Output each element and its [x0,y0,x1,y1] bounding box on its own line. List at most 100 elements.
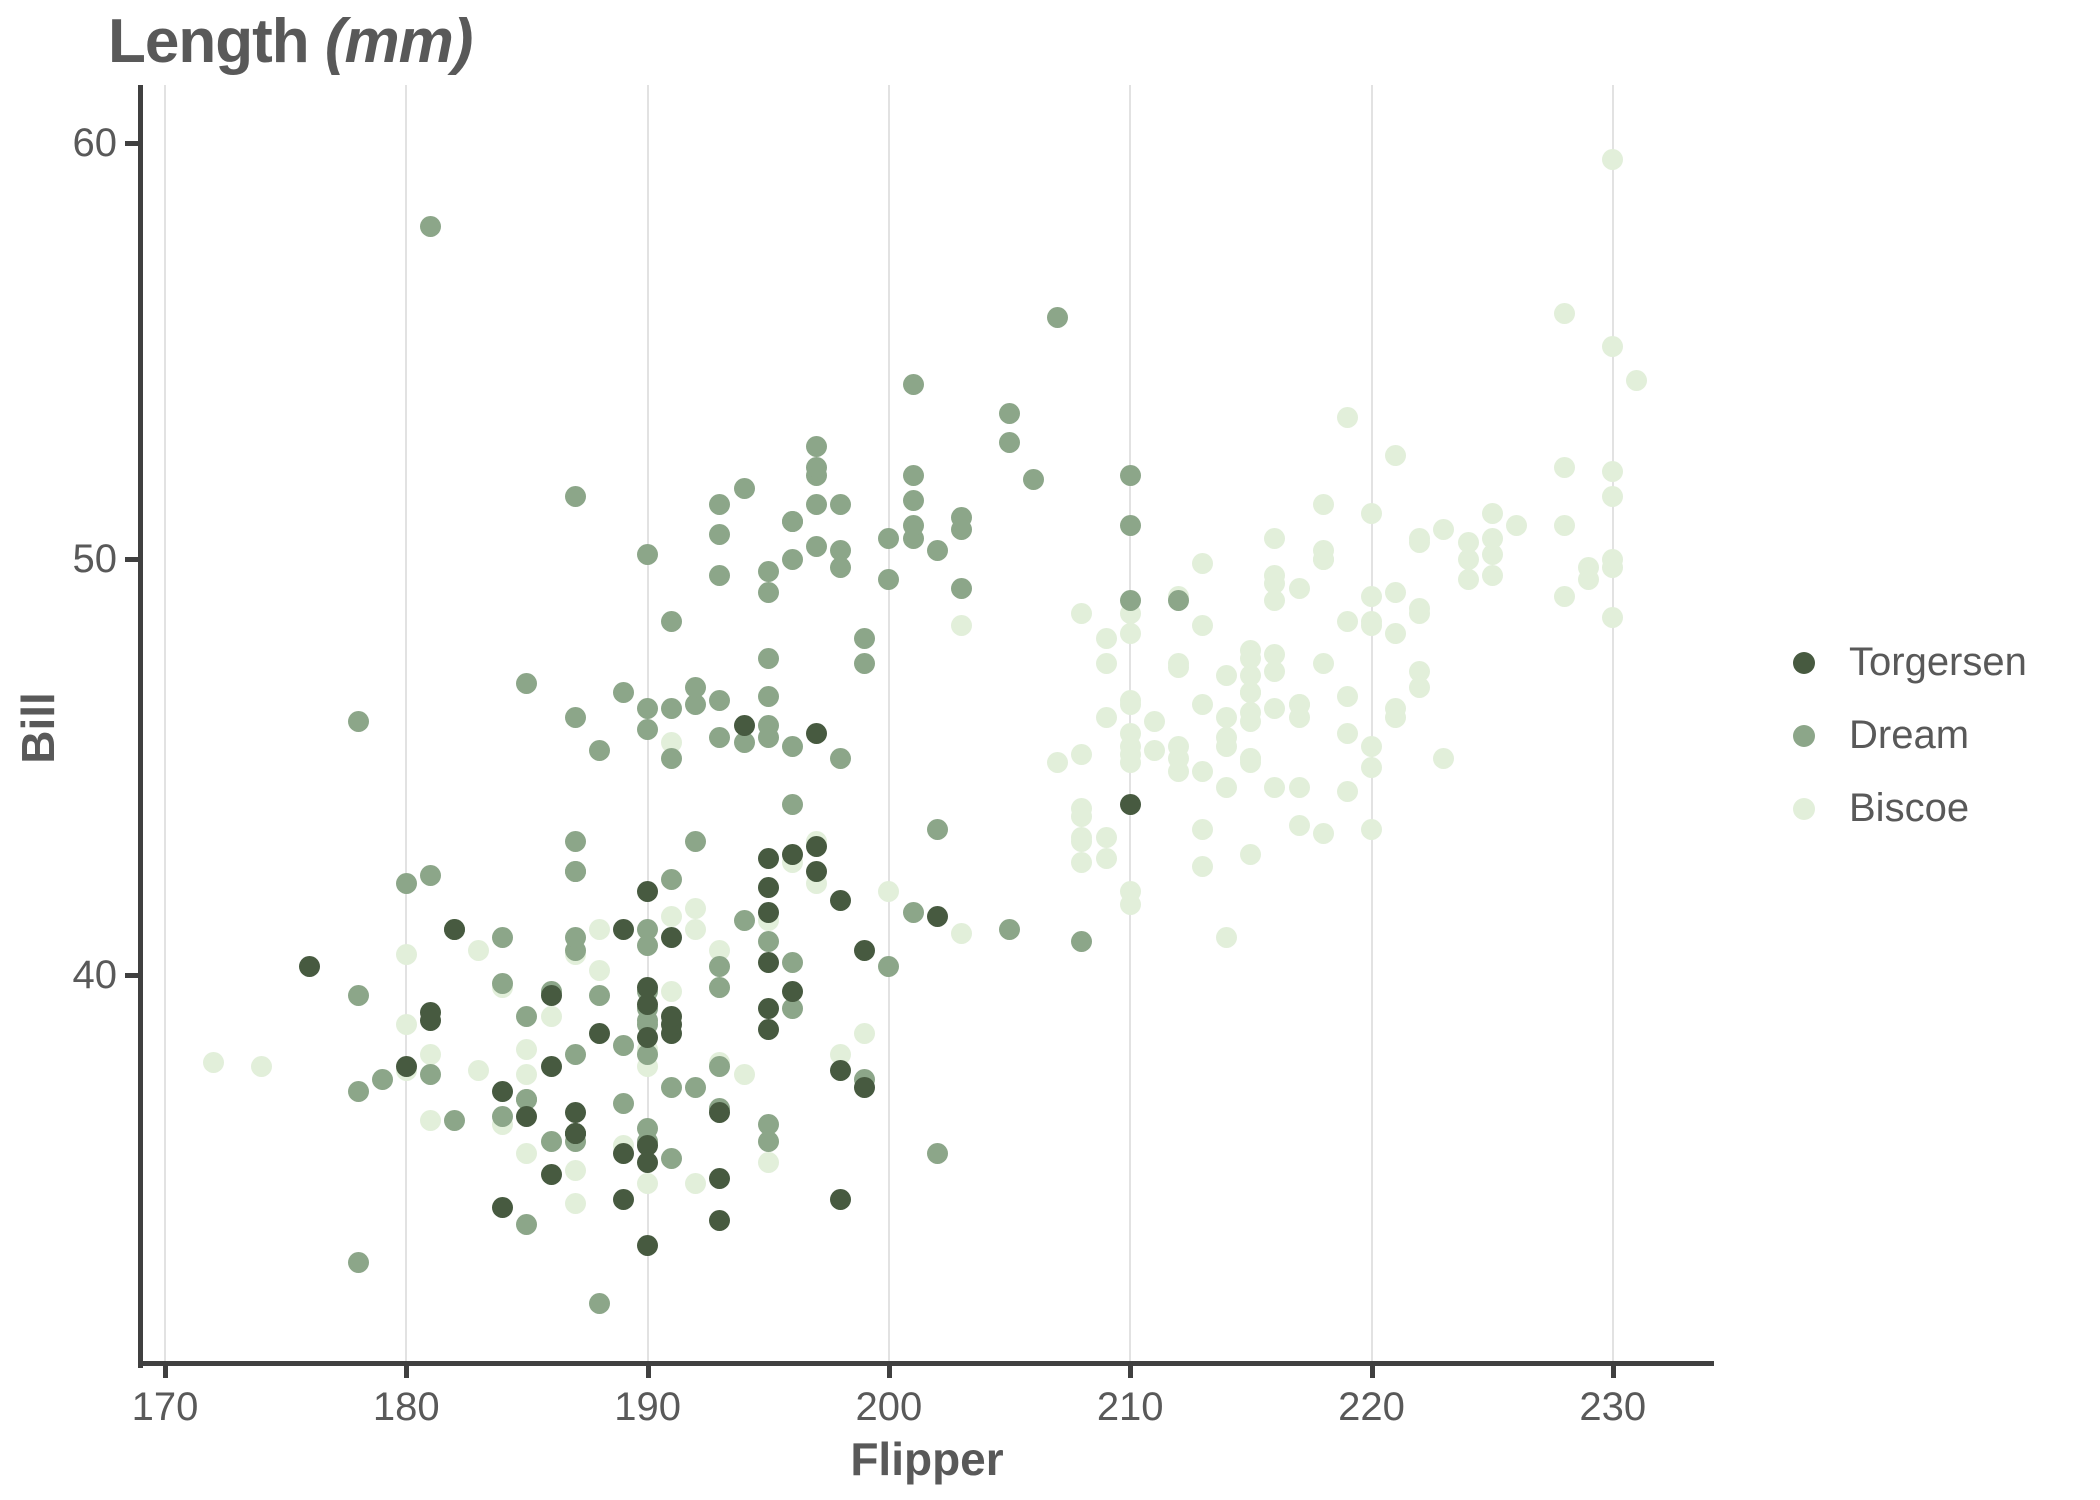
data-point-torgersen [709,1209,731,1231]
data-point-dream [878,527,900,549]
data-point-biscoe [1071,852,1093,874]
data-point-biscoe [1481,527,1503,549]
data-point-biscoe [1602,149,1624,171]
data-point-biscoe [1409,660,1431,682]
data-point-torgersen [757,848,779,870]
data-point-dream [492,1105,514,1127]
data-point-torgersen [540,1164,562,1186]
data-point-biscoe [1071,827,1093,849]
data-point-dream [926,818,948,840]
data-point-biscoe [1264,660,1286,682]
data-point-biscoe [1602,336,1624,358]
data-point-biscoe [1602,556,1624,578]
data-point-biscoe [1602,606,1624,628]
data-point-biscoe [1095,706,1117,728]
data-point-dream [733,731,755,753]
data-point-dream [709,689,731,711]
data-point-biscoe [1216,664,1238,686]
data-point-dream [637,935,659,957]
chart-title: Length (mm) [108,6,473,77]
data-point-biscoe [1554,585,1576,607]
data-point-torgersen [709,1168,731,1190]
data-point-torgersen [299,956,321,978]
data-point-dream [999,432,1021,454]
data-point-torgersen [564,1101,586,1123]
data-point-dream [637,719,659,741]
y-axis-line [138,85,143,1368]
y-axis-tick [125,557,138,562]
data-point-biscoe [1071,806,1093,828]
data-point-dream [685,831,707,853]
data-point-torgersen [757,902,779,924]
data-point-biscoe [1216,727,1238,749]
data-point-dream [733,910,755,932]
data-point-dream [902,465,924,487]
legend-item-biscoe: Biscoe [1793,786,2027,831]
data-point-dream [347,1251,369,1273]
data-point-biscoe [395,1014,417,1036]
legend-dot-icon [1793,651,1815,674]
data-point-biscoe [588,960,610,982]
data-point-biscoe [950,615,972,637]
data-point-torgersen [637,1234,659,1256]
data-point-biscoe [1119,752,1141,774]
data-point-biscoe [1095,652,1117,674]
x-axis-line [138,1361,1714,1366]
data-point-biscoe [1095,848,1117,870]
data-point-dream [1167,590,1189,612]
data-point-torgersen [830,889,852,911]
data-point-biscoe [1312,548,1334,570]
data-point-biscoe [1240,710,1262,732]
legend-dot-icon [1793,797,1815,820]
data-point-torgersen [661,927,683,949]
legend-item-torgersen: Torgersen [1793,640,2027,685]
data-point-biscoe [1119,735,1141,757]
data-point-biscoe [950,922,972,944]
data-point-biscoe [1481,544,1503,566]
x-axis-tick [886,1365,892,1378]
data-point-dream [830,540,852,562]
data-point-dream [564,860,586,882]
data-point-torgersen [661,1006,683,1028]
data-point-dream [709,523,731,545]
data-point-dream [1119,465,1141,487]
data-point-torgersen [830,1189,852,1211]
data-point-dream [395,872,417,894]
x-axis-tick [163,1365,168,1378]
y-axis-tick [125,973,138,978]
data-point-dream [637,918,659,940]
data-point-dream [637,1043,659,1065]
data-point-dream [806,494,827,516]
data-point-dream [830,556,852,578]
data-point-torgersen [395,1056,417,1078]
data-point-biscoe [1240,664,1262,686]
data-point-biscoe [1481,502,1503,524]
y-axis-tick [125,141,138,146]
data-point-dream [540,1130,562,1152]
data-point-torgersen [612,1189,634,1211]
x-axis-tick [1610,1365,1616,1378]
data-point-biscoe [1626,369,1648,391]
data-point-dream [347,1080,369,1102]
data-point-dream [757,648,779,670]
data-point-dream [709,565,731,587]
data-point-torgersen [637,1135,659,1157]
data-point-dream [757,1130,779,1152]
data-point-biscoe [685,897,707,919]
data-point-torgersen [419,1010,441,1032]
data-point-dream [757,1114,779,1136]
data-point-dream [371,1068,393,1090]
x-gridline [405,85,408,1363]
data-point-dream [757,931,779,953]
data-point-dream [612,1035,634,1057]
data-point-dream [1047,307,1069,329]
legend-label: Dream [1849,713,1970,757]
x-axis-tick [645,1365,651,1378]
data-point-dream [564,927,586,949]
x-axis-tick-label: 190 [614,1385,681,1429]
data-point-biscoe [1602,486,1624,508]
data-point-dream [1119,590,1141,612]
data-point-torgersen [492,1080,514,1102]
data-point-biscoe [1143,710,1165,732]
